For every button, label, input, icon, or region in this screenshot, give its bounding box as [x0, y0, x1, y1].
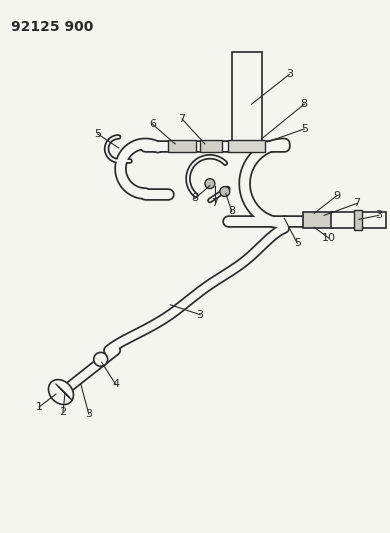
- Bar: [232, 52, 262, 146]
- Bar: [331, 212, 386, 228]
- Text: 7: 7: [179, 114, 186, 124]
- Bar: [168, 140, 196, 152]
- Text: 6: 6: [149, 119, 156, 129]
- Text: 5: 5: [94, 129, 101, 139]
- Bar: [354, 211, 362, 230]
- Text: 1: 1: [35, 402, 43, 412]
- Text: 7: 7: [211, 198, 218, 208]
- Circle shape: [205, 179, 215, 189]
- Text: 3: 3: [375, 211, 382, 220]
- Text: 8: 8: [191, 193, 199, 204]
- Circle shape: [94, 352, 108, 366]
- Text: 8: 8: [301, 99, 308, 109]
- Text: 92125 900: 92125 900: [11, 20, 94, 34]
- Bar: [303, 212, 333, 228]
- Text: 5: 5: [301, 124, 308, 134]
- Text: 4: 4: [112, 379, 119, 389]
- Text: 9: 9: [333, 190, 340, 200]
- Circle shape: [220, 187, 230, 197]
- Text: 5: 5: [294, 238, 301, 248]
- Text: 3: 3: [286, 69, 293, 79]
- Text: 3: 3: [85, 409, 92, 419]
- Text: 3: 3: [197, 310, 204, 320]
- Text: 2: 2: [59, 407, 67, 417]
- Bar: [228, 140, 266, 152]
- Ellipse shape: [48, 379, 73, 405]
- Text: 10: 10: [322, 233, 336, 243]
- Bar: [200, 140, 222, 152]
- Text: 8: 8: [228, 206, 235, 216]
- Text: 7: 7: [353, 198, 360, 208]
